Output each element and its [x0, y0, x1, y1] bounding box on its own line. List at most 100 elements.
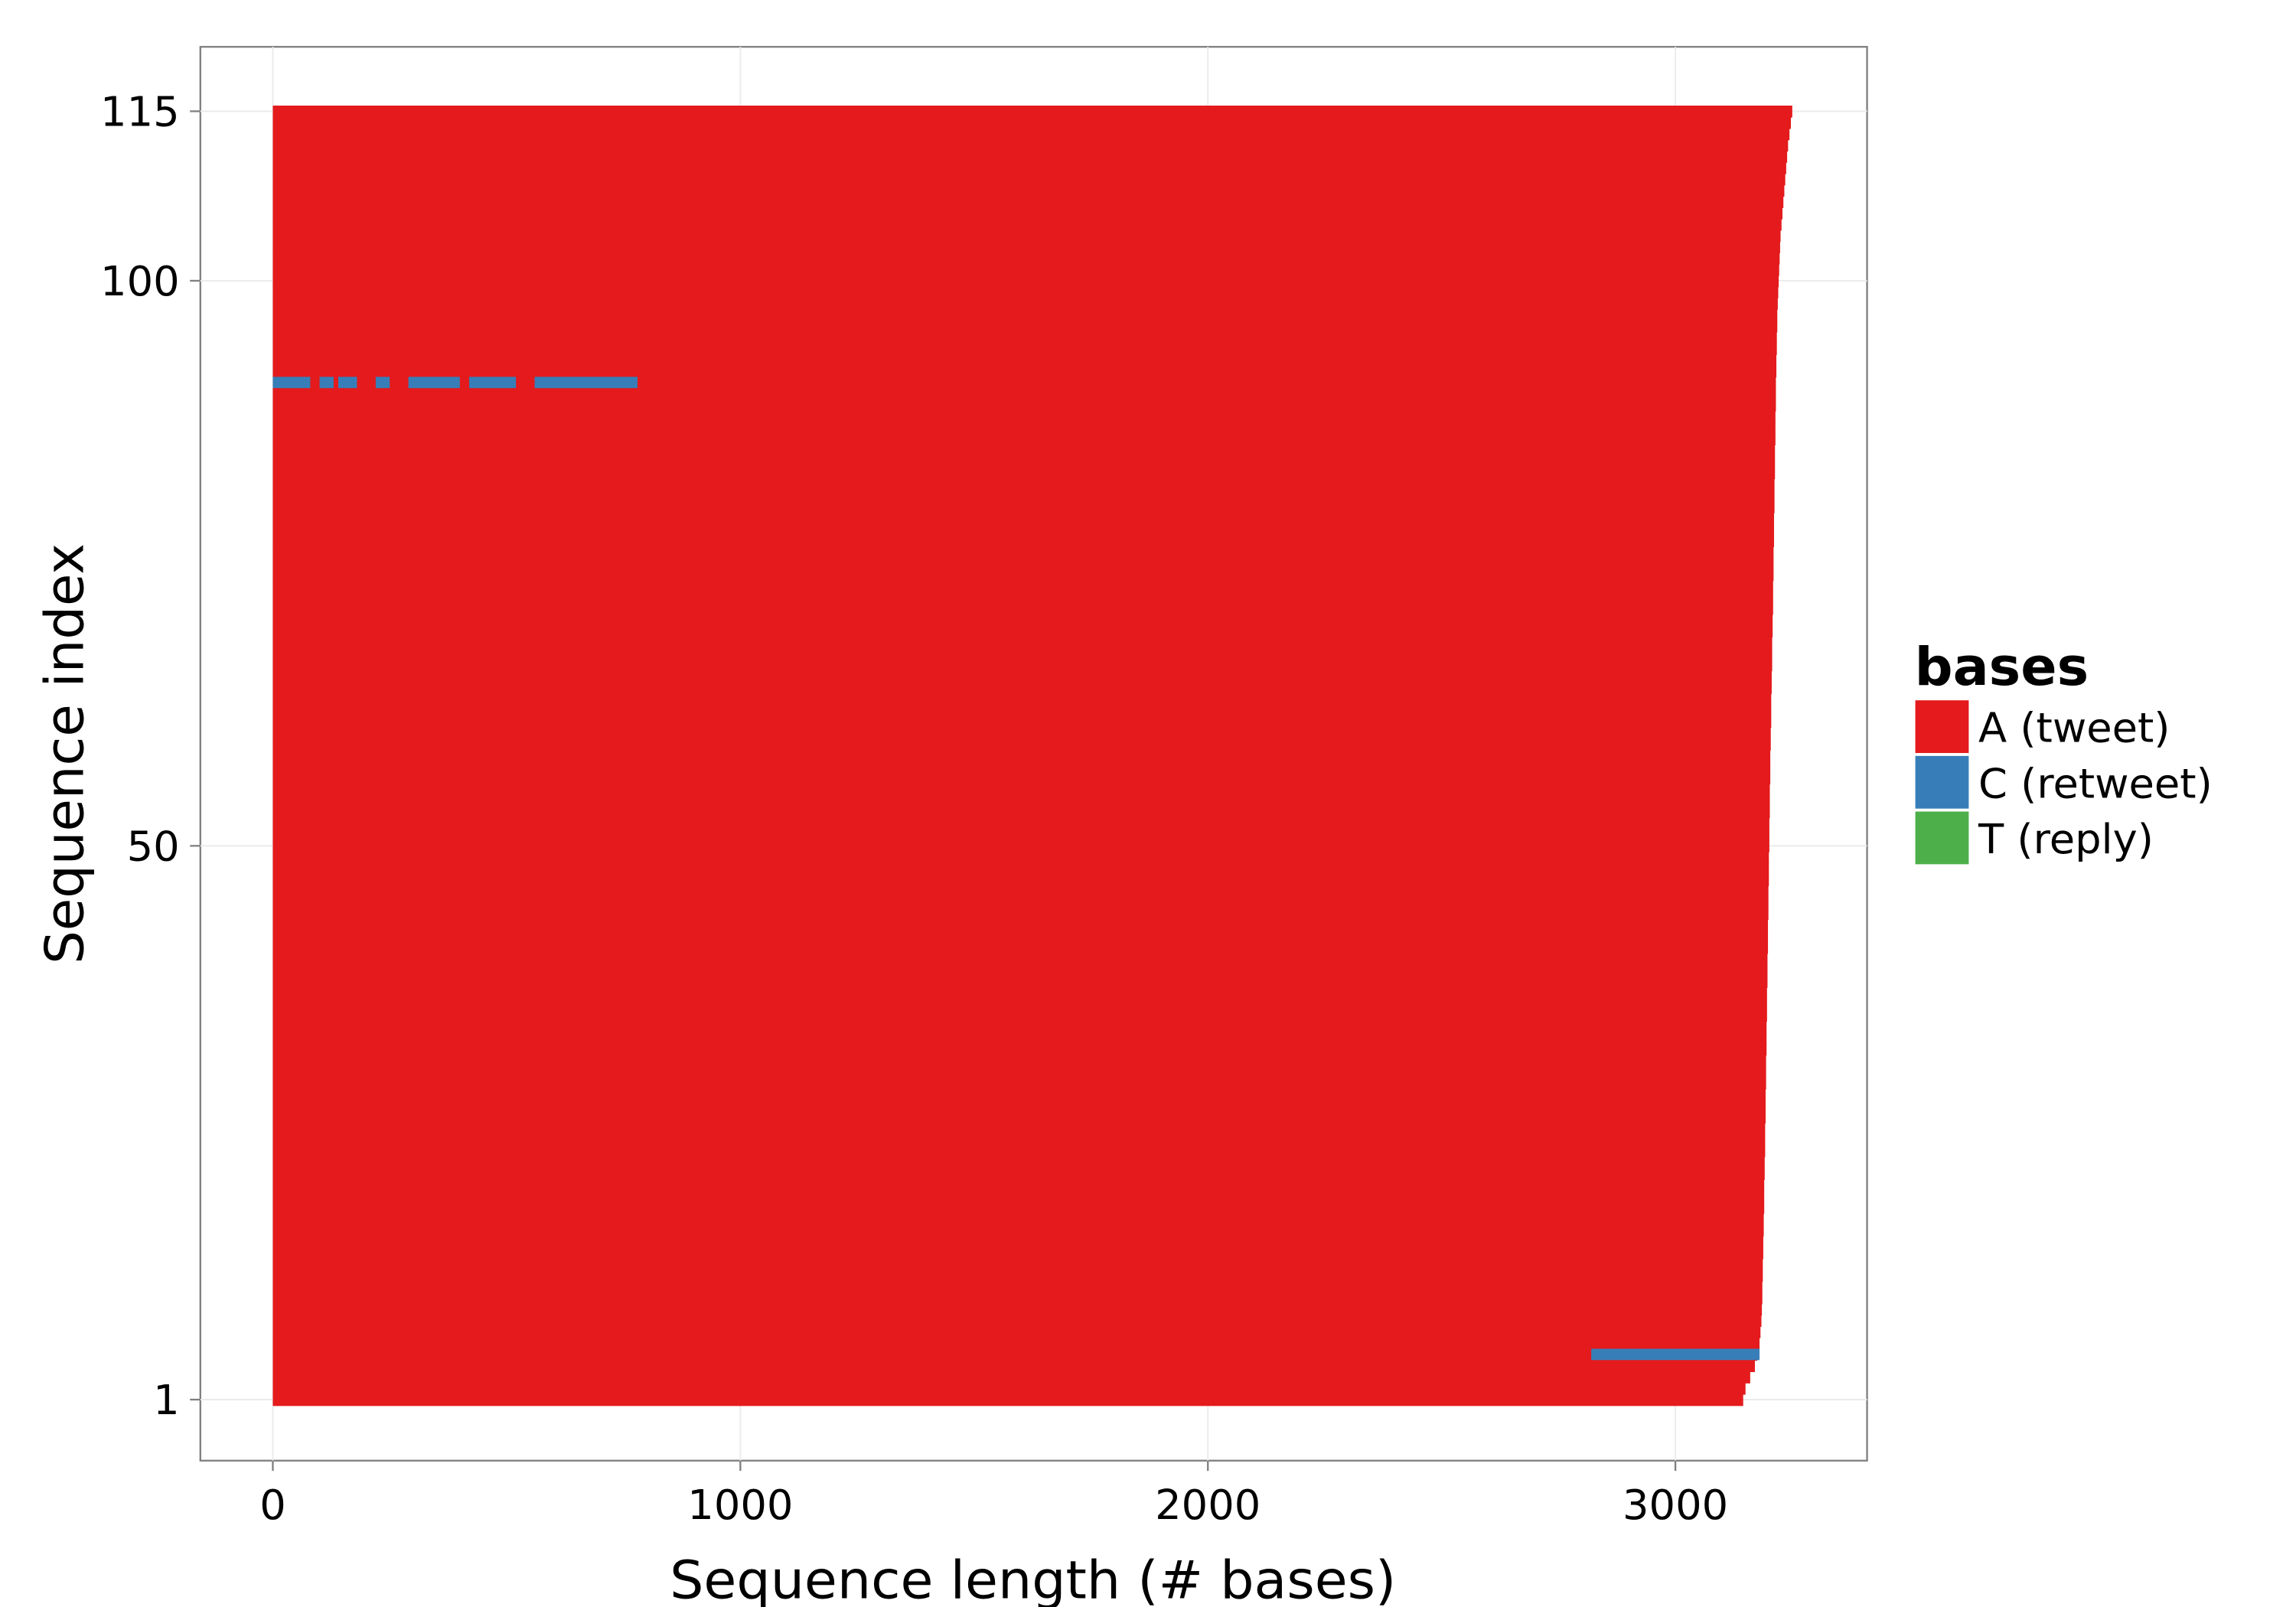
sequence-row	[272, 1156, 1765, 1169]
plot-area	[200, 47, 1867, 1461]
sequence-row	[272, 659, 1773, 672]
sequence-row	[272, 1303, 1763, 1316]
sequence-row	[272, 998, 1767, 1011]
sequence-row	[272, 445, 1776, 457]
sequence-row	[272, 851, 1769, 864]
sequence-row	[272, 1325, 1761, 1338]
legend-label: T (reply)	[1978, 815, 2154, 863]
sequence-row	[272, 953, 1768, 966]
sequence-row	[272, 885, 1769, 898]
event-segment	[272, 376, 311, 389]
sequence-row	[272, 433, 1776, 446]
sequence-row	[272, 478, 1775, 491]
sequence-row	[272, 196, 1784, 208]
sequence-row	[272, 388, 1776, 400]
x-axis-title: Sequence length (# bases)	[670, 1550, 1396, 1607]
sequence-row	[272, 207, 1782, 220]
sequence-row	[272, 1054, 1766, 1068]
sequence-row	[272, 410, 1776, 423]
event-segment	[534, 376, 638, 389]
sequence-row	[272, 218, 1782, 231]
sequence-row	[272, 1393, 1743, 1407]
sequence-row	[272, 614, 1773, 627]
sequence-row	[272, 1066, 1766, 1079]
sequence-row	[272, 184, 1785, 197]
y-tick-label: 50	[127, 823, 180, 871]
sequence-row	[272, 128, 1790, 141]
sequence-row	[272, 1088, 1766, 1101]
sequence-row	[272, 263, 1779, 276]
sequence-row	[272, 1190, 1765, 1203]
sequence-row	[272, 298, 1778, 310]
legend-swatch	[1913, 810, 1971, 866]
sequence-row	[272, 139, 1789, 152]
sequence-row	[272, 761, 1771, 774]
sequence-row	[272, 1247, 1763, 1260]
sequence-row	[272, 908, 1769, 921]
sequence-row	[272, 919, 1769, 932]
sequence-row	[272, 602, 1773, 615]
sequence-row	[272, 105, 1792, 118]
sequence-row	[272, 817, 1769, 830]
sequence-row	[272, 275, 1779, 288]
sequence-row	[272, 1111, 1766, 1124]
sequence-row	[272, 490, 1775, 502]
sequence-row	[272, 749, 1771, 762]
sequence-row	[272, 1213, 1764, 1226]
sequence-row	[272, 931, 1769, 943]
sequence-row	[272, 320, 1778, 333]
sequence-row	[272, 512, 1774, 525]
sequence-row	[272, 286, 1779, 299]
sequence-row	[272, 772, 1771, 785]
sequence-row	[272, 1235, 1763, 1248]
sequence-row	[272, 1032, 1767, 1045]
sequence-row	[272, 784, 1770, 796]
legend-swatch	[1913, 699, 1971, 755]
sequence-row	[272, 1123, 1766, 1135]
sequence-row	[272, 252, 1780, 265]
event-segment	[375, 376, 390, 389]
sequence-row	[272, 399, 1776, 412]
sequence-row	[272, 715, 1772, 729]
sequence-row	[272, 1009, 1767, 1022]
sequence-row	[272, 1224, 1764, 1237]
sequence-row	[272, 1021, 1767, 1033]
event-segment	[1591, 1348, 1760, 1361]
sequence-row	[272, 794, 1770, 807]
sequence-row	[272, 354, 1777, 367]
sequence-row	[272, 500, 1775, 513]
sequence-row	[272, 941, 1769, 954]
legend-label: A (tweet)	[1978, 704, 2170, 752]
sequence-row	[272, 896, 1769, 909]
sequence-row	[272, 637, 1773, 649]
event-segment	[319, 376, 334, 389]
sequence-row	[272, 331, 1777, 344]
sequence-row	[272, 1201, 1765, 1214]
x-tick-label: 3000	[1623, 1482, 1728, 1530]
sequence-row	[272, 1371, 1750, 1384]
sequence-row	[272, 829, 1769, 841]
sequence-row	[272, 1315, 1762, 1327]
sequence-row	[272, 1337, 1760, 1350]
sequence-row	[272, 874, 1769, 886]
sequence-row	[272, 343, 1777, 355]
sequence-row	[272, 580, 1773, 593]
sequence-row	[272, 625, 1773, 638]
y-axis-title: Sequence index	[34, 543, 96, 964]
x-tick-label: 2000	[1155, 1482, 1261, 1530]
sequence-row	[272, 151, 1788, 163]
y-tick-label: 115	[100, 88, 180, 136]
sequence-row	[272, 1179, 1765, 1191]
sequence-row	[272, 467, 1776, 480]
sequence-row	[272, 1100, 1766, 1113]
legend-label: C (retweet)	[1978, 760, 2213, 808]
sequence-row	[272, 241, 1780, 253]
sequence-row	[272, 693, 1772, 706]
sequence-row	[272, 727, 1771, 739]
sequence-row	[272, 986, 1767, 999]
y-tick-label: 100	[100, 257, 180, 305]
sequence-row	[272, 546, 1774, 559]
legend-swatch	[1913, 754, 1971, 810]
sequence-row	[272, 862, 1769, 875]
